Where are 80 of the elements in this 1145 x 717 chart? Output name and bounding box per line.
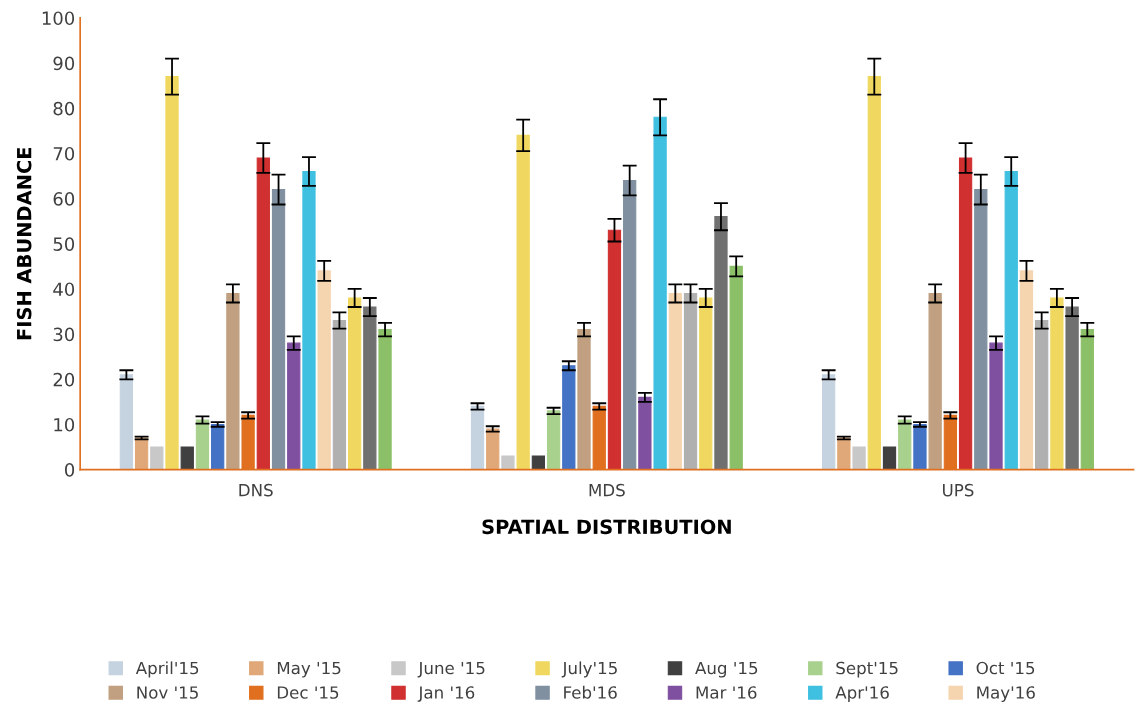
bar xyxy=(1065,306,1079,470)
bar xyxy=(271,189,286,470)
bar xyxy=(195,419,210,470)
x-tick-label: MDS xyxy=(589,483,625,497)
bar xyxy=(1050,297,1064,470)
bar xyxy=(347,297,362,470)
bar xyxy=(607,229,622,470)
legend-label: June '15 xyxy=(417,661,485,678)
bar xyxy=(501,455,515,470)
bar xyxy=(867,76,881,470)
legend-label: Jan '16 xyxy=(417,686,475,702)
bar xyxy=(1019,270,1034,470)
y-tick-label: 60 xyxy=(53,192,75,206)
bar xyxy=(1035,320,1049,470)
bar xyxy=(1004,170,1018,470)
bar xyxy=(150,446,164,470)
bar xyxy=(577,329,591,470)
y-tick-label: 50 xyxy=(53,237,75,251)
y-tick-label: 70 xyxy=(53,146,75,161)
bar xyxy=(958,157,973,470)
bar xyxy=(180,446,194,470)
legend-label: Mar '16 xyxy=(696,686,757,699)
bar xyxy=(837,437,851,470)
y-tick-label: 30 xyxy=(53,327,75,342)
x-tick-label: UPS xyxy=(943,483,974,497)
y-tick-label: 100 xyxy=(42,11,75,26)
legend-label: Nov '15 xyxy=(137,686,198,699)
bar xyxy=(623,179,637,470)
y-axis-title: FISH ABUNDANCE xyxy=(16,147,32,340)
legend-label: Sept'15 xyxy=(836,661,898,678)
bar xyxy=(653,116,667,470)
bar xyxy=(729,265,743,470)
x-tick-label: DNS xyxy=(239,483,273,497)
bar xyxy=(119,374,134,470)
bar xyxy=(699,297,713,470)
bar xyxy=(165,76,179,470)
bar xyxy=(562,365,576,470)
bar xyxy=(531,455,546,470)
bar xyxy=(852,446,866,470)
bar xyxy=(913,423,927,470)
y-tick-label: 0 xyxy=(64,463,75,477)
legend-label: Aug '15 xyxy=(695,661,758,678)
bar xyxy=(882,446,897,470)
bar xyxy=(546,410,561,470)
bar xyxy=(638,396,652,470)
bar xyxy=(974,189,988,470)
bar xyxy=(317,270,331,470)
bar xyxy=(989,342,1003,470)
bar xyxy=(516,134,530,470)
bar xyxy=(1080,329,1094,470)
bar xyxy=(302,170,316,470)
legend-label: Feb'16 xyxy=(564,685,617,699)
x-axis-title: SPATIAL DISTRIBUTION xyxy=(482,519,731,535)
y-tick-label: 10 xyxy=(54,417,75,432)
bar xyxy=(378,329,392,470)
bar xyxy=(822,374,836,470)
legend-label: Oct '15 xyxy=(976,661,1035,675)
bar xyxy=(332,320,347,470)
bar xyxy=(486,428,500,470)
legend-label: July'15 xyxy=(561,661,617,678)
bar xyxy=(928,292,942,470)
y-tick-label: 20 xyxy=(53,372,75,387)
legend-label: May'16 xyxy=(977,686,1035,702)
bar xyxy=(256,157,270,470)
bar xyxy=(668,292,682,470)
bar xyxy=(714,216,728,470)
bar xyxy=(363,306,377,470)
bar xyxy=(211,423,225,470)
bar xyxy=(898,419,912,470)
legend-label: April'15 xyxy=(135,661,199,678)
legend-label: May '15 xyxy=(277,661,341,678)
y-tick-label: 80 xyxy=(53,101,75,116)
y-tick-label: 90 xyxy=(53,56,75,71)
bar xyxy=(470,405,485,470)
bar xyxy=(226,292,240,470)
legend-label: Apr'16 xyxy=(835,686,889,702)
bar xyxy=(287,342,301,470)
bar xyxy=(683,292,698,470)
legend-label: Dec '15 xyxy=(277,686,339,699)
y-tick-label: 40 xyxy=(53,282,75,297)
